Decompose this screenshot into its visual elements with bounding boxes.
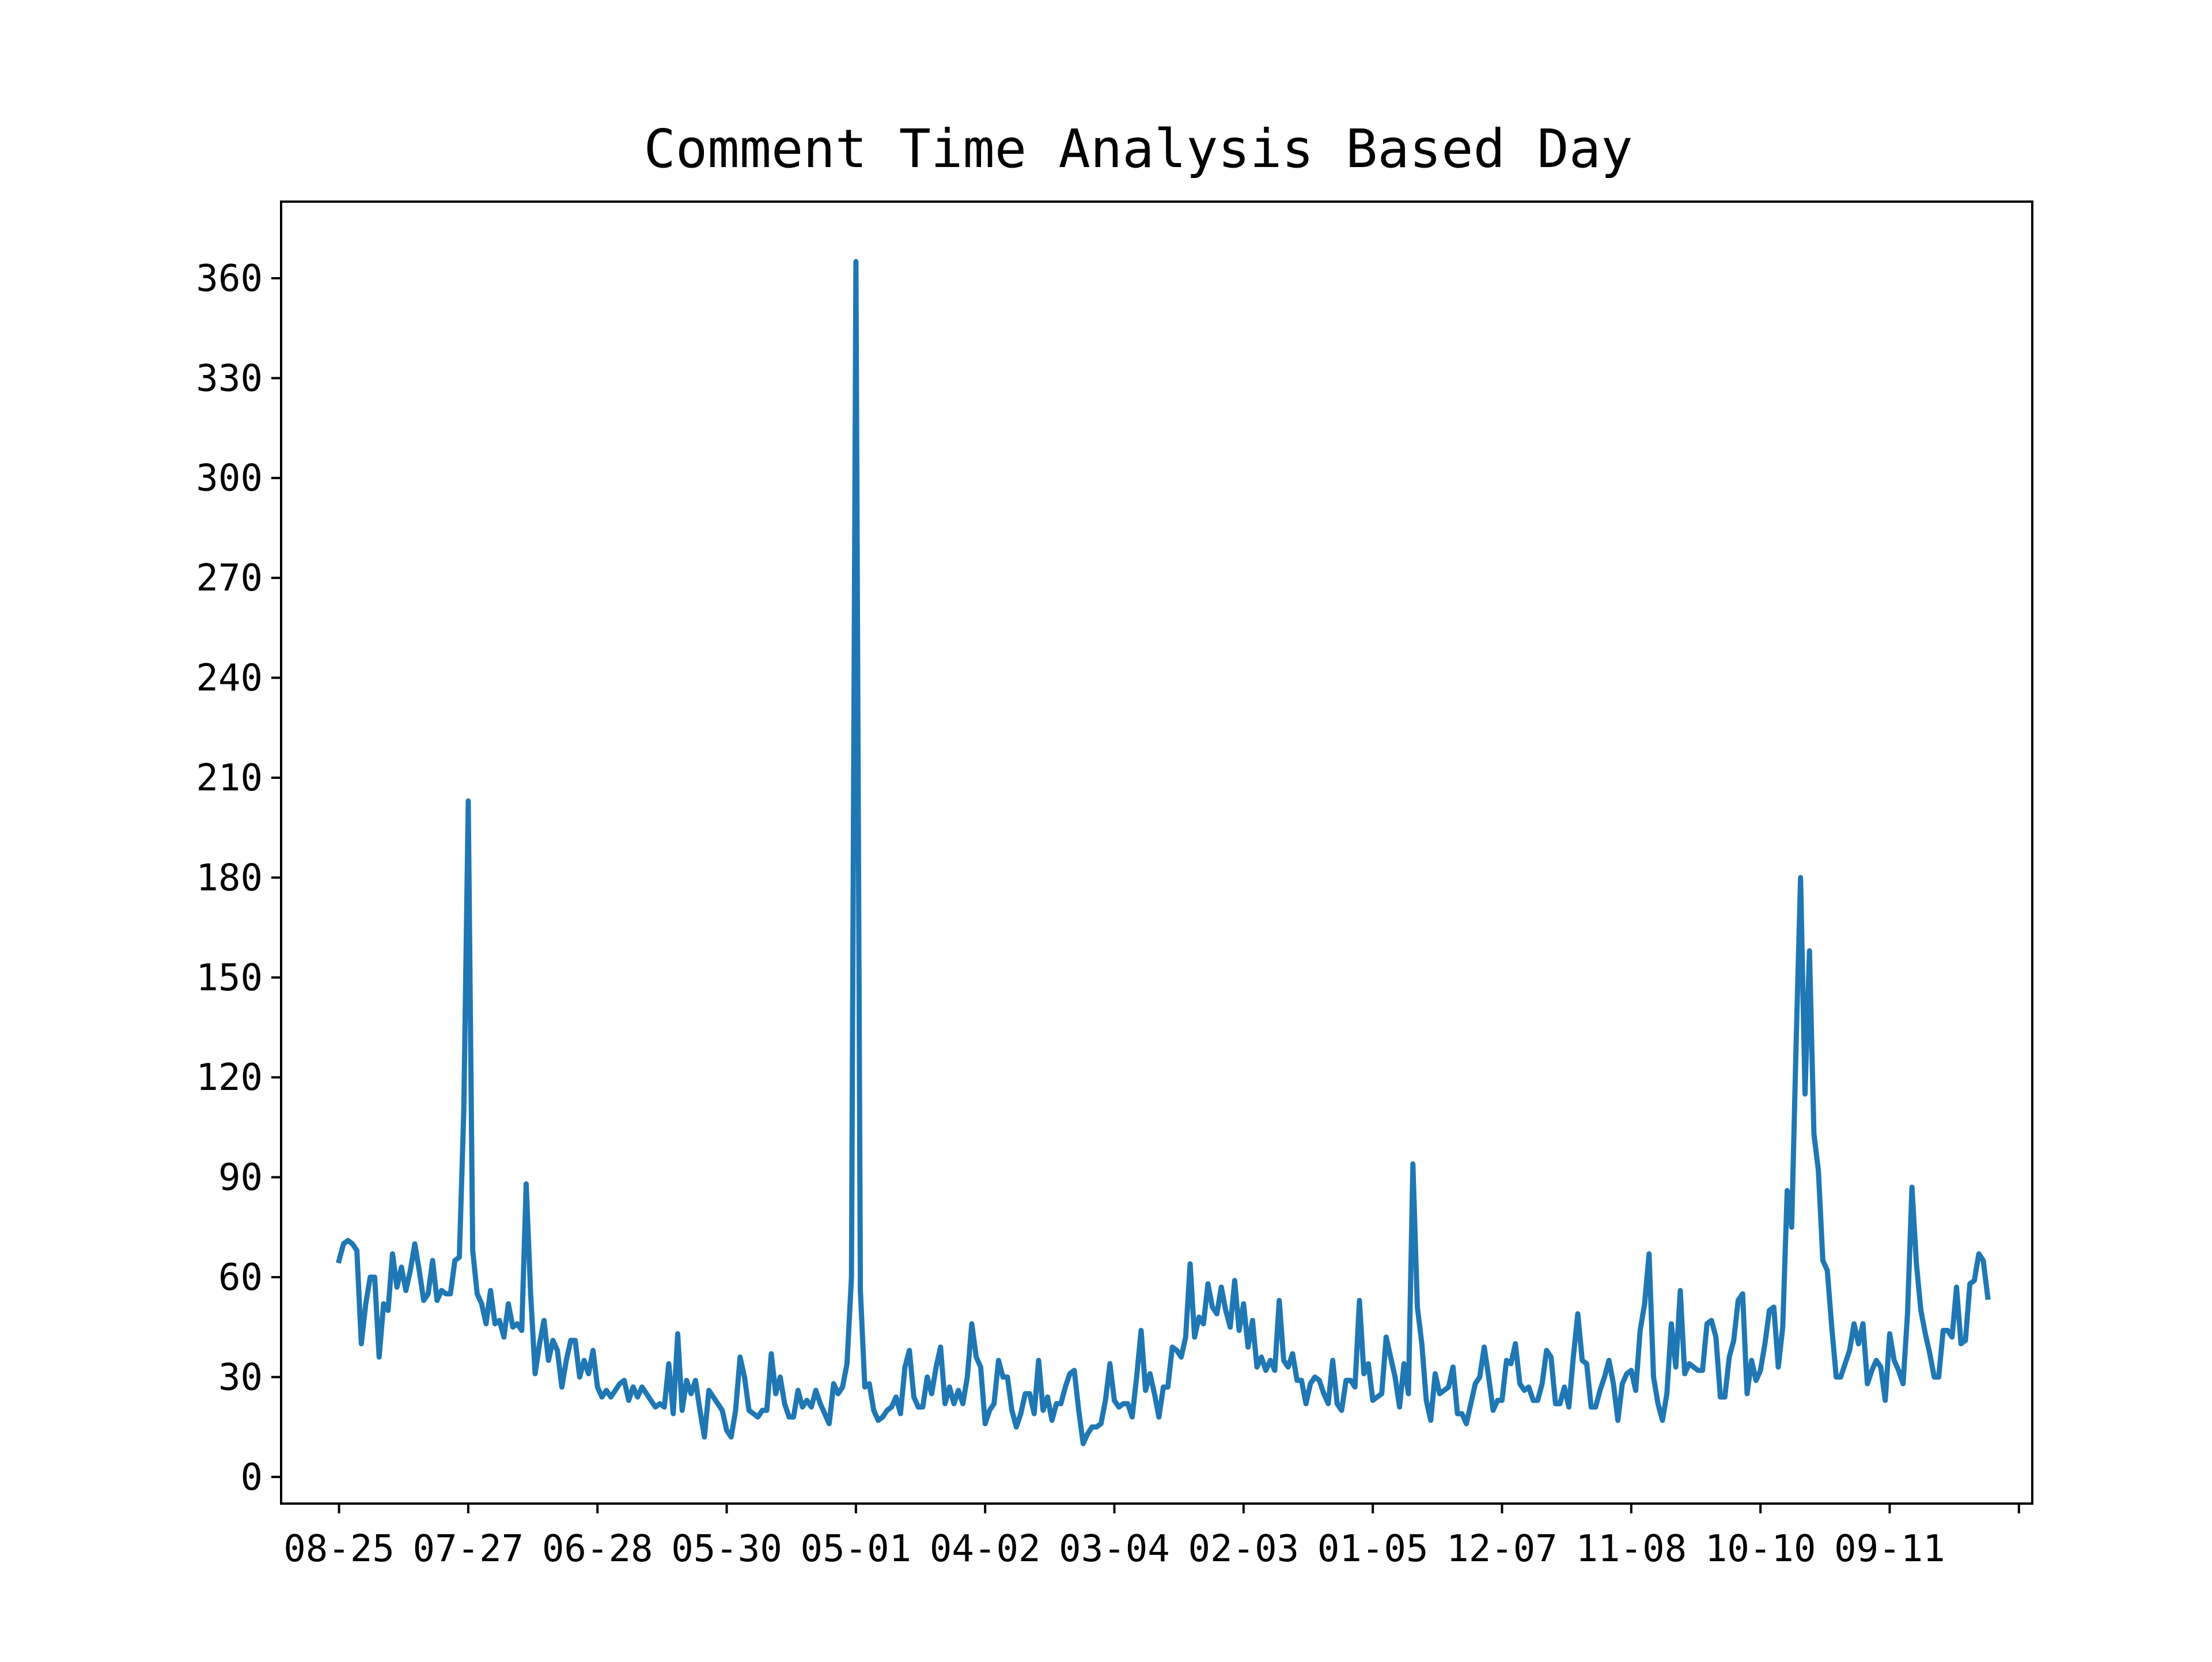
plot-frame (280, 200, 2033, 1505)
x-tick-label: 08-25 (283, 1528, 395, 1570)
y-tick-label: 60 (218, 1256, 263, 1299)
chart-title: Comment Time Analysis Based Day (643, 118, 1633, 180)
x-tick-label: 01-05 (1317, 1528, 1429, 1570)
x-tick-label: 05-01 (801, 1528, 912, 1570)
x-tick-label: 12-07 (1446, 1528, 1558, 1570)
series-line (336, 259, 1991, 1447)
x-tick-label: 03-04 (1059, 1528, 1170, 1570)
x-tick-label: 06-28 (542, 1528, 653, 1570)
y-tick-label: 0 (240, 1456, 263, 1499)
x-tick-label: 11-08 (1575, 1528, 1687, 1570)
y-tick-label: 90 (218, 1157, 263, 1199)
x-tick-label: 05-30 (671, 1528, 782, 1570)
y-tick-label: 30 (218, 1356, 263, 1399)
y-tick-label: 270 (196, 557, 263, 600)
y-tick-label: 300 (196, 457, 263, 500)
x-tick-label: 07-27 (413, 1528, 524, 1570)
y-tick-label: 240 (196, 657, 263, 700)
y-tick-label: 330 (196, 357, 263, 400)
x-tick-label: 10-10 (1705, 1528, 1816, 1570)
x-tick-label: 04-02 (930, 1528, 1041, 1570)
y-tick-label: 180 (196, 857, 263, 899)
y-tick-label: 150 (196, 957, 263, 1000)
plot-area: 0 30 60 90 120 150 180 210 240 270 300 330 360 08-25 0… (196, 200, 2033, 1570)
x-tick-label: 09-11 (1834, 1528, 1945, 1570)
y-tick-label: 360 (196, 258, 263, 300)
x-tick-label: 02-03 (1188, 1528, 1300, 1570)
y-tick-label: 210 (196, 757, 263, 800)
y-tick-label: 120 (196, 1057, 263, 1099)
